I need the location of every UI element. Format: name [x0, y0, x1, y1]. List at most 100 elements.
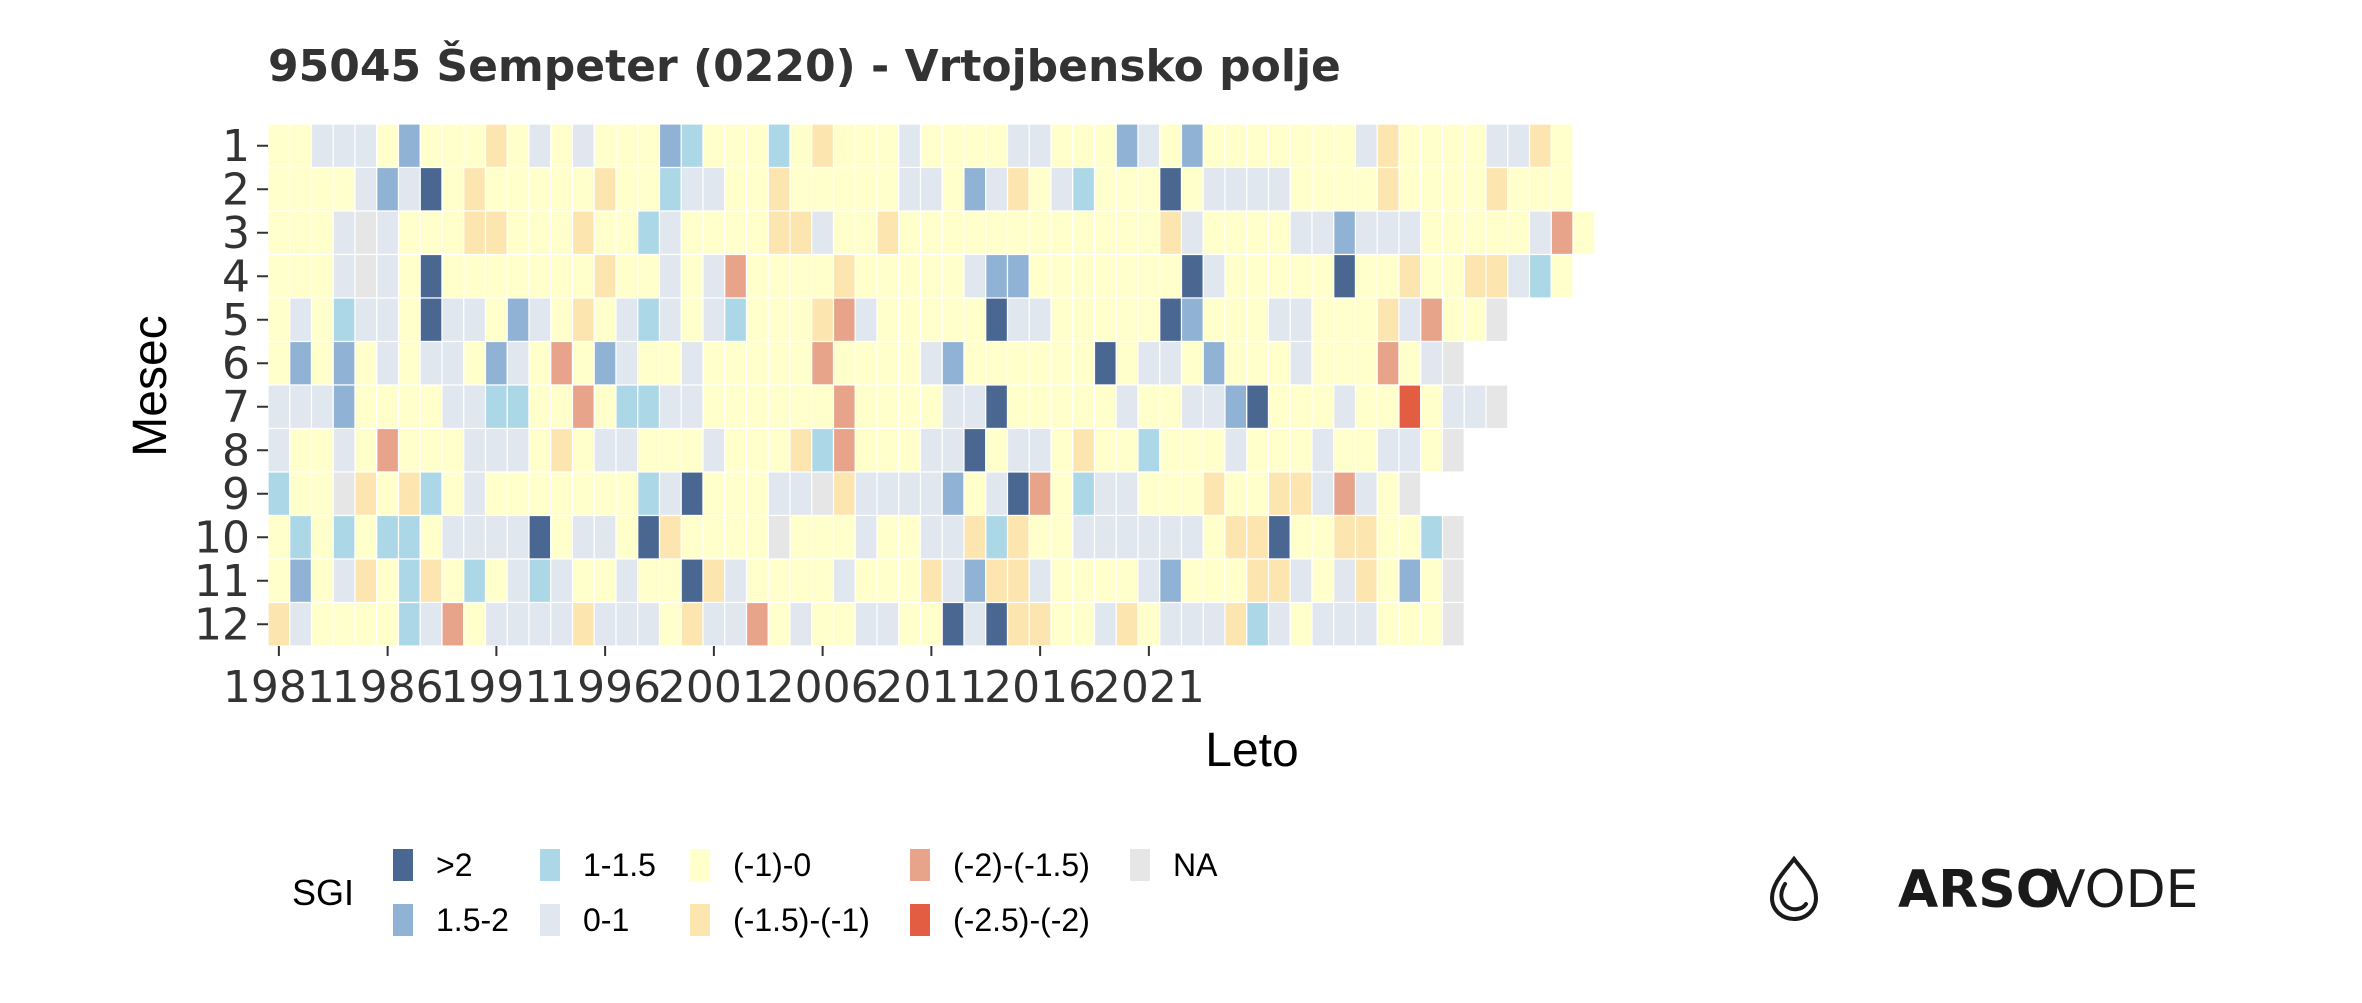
heatmap-cell — [1224, 384, 1248, 430]
heatmap-cell — [267, 384, 291, 430]
heatmap-cell — [1507, 210, 1531, 256]
heatmap-cell — [289, 471, 313, 517]
heatmap-cell — [441, 384, 465, 430]
heatmap-cell — [919, 601, 943, 647]
heatmap-cell — [832, 601, 856, 647]
heatmap-cell — [419, 558, 443, 604]
heatmap-cell — [1137, 340, 1161, 386]
heatmap-cell — [1572, 210, 1596, 256]
heatmap-cell — [506, 297, 530, 343]
heatmap-cell — [1354, 340, 1378, 386]
heatmap-cell — [876, 601, 900, 647]
heatmap-cell — [354, 297, 378, 343]
heatmap-cell — [1246, 297, 1270, 343]
heatmap-cell — [1115, 558, 1139, 604]
heatmap-cell — [593, 297, 617, 343]
heatmap-cell — [267, 123, 291, 169]
heatmap-cell — [1441, 558, 1465, 604]
heatmap-cell — [1289, 253, 1313, 299]
heatmap-cell — [941, 384, 965, 430]
heatmap-cell — [724, 471, 748, 517]
heatmap-cell — [811, 427, 835, 473]
heatmap-cell — [1246, 384, 1270, 430]
heatmap-cell — [1333, 340, 1357, 386]
heatmap-cell — [1202, 384, 1226, 430]
heatmap-cell — [789, 427, 813, 473]
heatmap-cell — [854, 601, 878, 647]
heatmap-cell — [267, 471, 291, 517]
heatmap-cell — [854, 166, 878, 212]
heatmap-cell — [637, 601, 661, 647]
heatmap-cell — [876, 297, 900, 343]
heatmap-cell — [1311, 384, 1335, 430]
heatmap-cell — [1115, 123, 1139, 169]
heatmap-cell — [1267, 427, 1291, 473]
heatmap-cell — [397, 210, 421, 256]
heatmap-cell — [484, 123, 508, 169]
heatmap-cell — [1289, 514, 1313, 560]
heatmap-cell — [332, 514, 356, 560]
heatmap-cell — [658, 558, 682, 604]
heatmap-cell — [463, 427, 487, 473]
heatmap-cell — [1354, 253, 1378, 299]
heatmap-cell — [593, 253, 617, 299]
heatmap-cell — [397, 384, 421, 430]
heatmap-cell — [441, 471, 465, 517]
heatmap-cell — [680, 384, 704, 430]
heatmap-cell — [1115, 471, 1139, 517]
heatmap-cell — [985, 297, 1009, 343]
heatmap-cell — [680, 210, 704, 256]
heatmap-cell — [419, 253, 443, 299]
heatmap-cell — [1072, 210, 1096, 256]
heatmap-cell — [1224, 514, 1248, 560]
heatmap-cell — [789, 123, 813, 169]
heatmap-cell — [1463, 123, 1487, 169]
heatmap-cell — [702, 340, 726, 386]
heatmap-cell — [267, 166, 291, 212]
heatmap-cell — [919, 297, 943, 343]
y-tick-label: 6 — [222, 338, 250, 389]
heatmap-cell — [593, 471, 617, 517]
heatmap-cell — [985, 471, 1009, 517]
heatmap-cell — [1311, 253, 1335, 299]
heatmap-cell — [832, 210, 856, 256]
heatmap-cell — [310, 297, 334, 343]
heatmap-cell — [1115, 253, 1139, 299]
heatmap-cell — [1311, 340, 1335, 386]
heatmap-cell — [745, 514, 769, 560]
heatmap-cell — [811, 601, 835, 647]
heatmap-cell — [658, 340, 682, 386]
heatmap-cell — [745, 427, 769, 473]
heatmap-cell — [1420, 253, 1444, 299]
heatmap-cell — [811, 297, 835, 343]
x-tick-label: 1991 — [440, 662, 552, 713]
heatmap-cell — [310, 340, 334, 386]
heatmap-cell — [1072, 471, 1096, 517]
heatmap-cell — [354, 427, 378, 473]
heatmap-cell — [571, 297, 595, 343]
heatmap-cell — [680, 514, 704, 560]
heatmap-cell — [1093, 297, 1117, 343]
heatmap-cell — [310, 123, 334, 169]
heatmap-cell — [1485, 253, 1509, 299]
heatmap-cell — [1376, 297, 1400, 343]
y-tick-label: 7 — [222, 382, 250, 433]
heatmap-cell — [1159, 514, 1183, 560]
heatmap-cell — [1354, 601, 1378, 647]
heatmap-cell — [1050, 340, 1074, 386]
heatmap-cell — [1137, 253, 1161, 299]
legend-key — [910, 904, 930, 936]
legend-key — [393, 849, 413, 881]
heatmap-cell — [376, 471, 400, 517]
heatmap-cell — [289, 384, 313, 430]
heatmap-cell — [1267, 123, 1291, 169]
heatmap-cell — [898, 297, 922, 343]
heatmap-cell — [1072, 297, 1096, 343]
heatmap-cell — [1072, 514, 1096, 560]
y-tick-label: 2 — [222, 164, 250, 215]
heatmap-cell — [854, 253, 878, 299]
heatmap-cell — [832, 427, 856, 473]
heatmap-cell — [1289, 601, 1313, 647]
heatmap-cell — [506, 166, 530, 212]
heatmap-cell — [1485, 210, 1509, 256]
